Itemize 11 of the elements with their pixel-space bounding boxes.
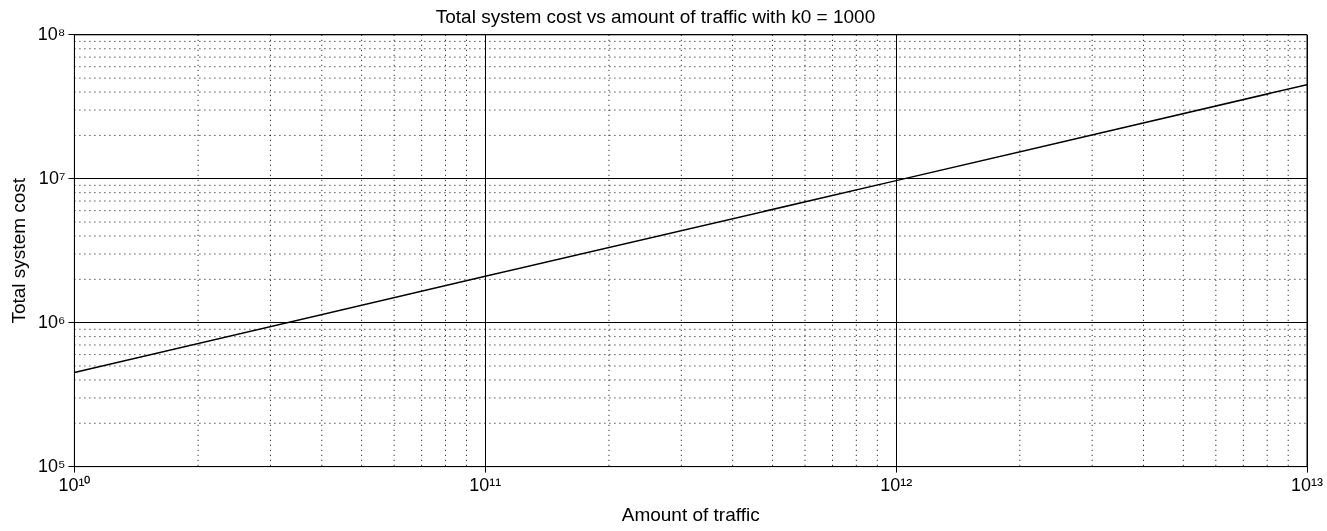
chart-title: Total system cost vs amount of traffic with k0 = 1000 — [435, 5, 876, 27]
x-tick-label: 10¹² — [880, 475, 913, 496]
x-axis-title: Amount of traffic — [621, 503, 760, 525]
x-tick-label: 10¹³ — [1290, 475, 1324, 496]
y-axis-title: Total system cost — [7, 177, 29, 324]
y-tick-label: 10⁶ — [37, 311, 66, 332]
x-tick-label: 10¹¹ — [469, 475, 502, 496]
y-tick-label: 10⁸ — [37, 23, 66, 44]
y-tick-label: 10⁵ — [37, 455, 66, 476]
y-tick-label: 10⁷ — [38, 167, 66, 188]
x-tick-label: 10¹⁰ — [58, 475, 91, 496]
